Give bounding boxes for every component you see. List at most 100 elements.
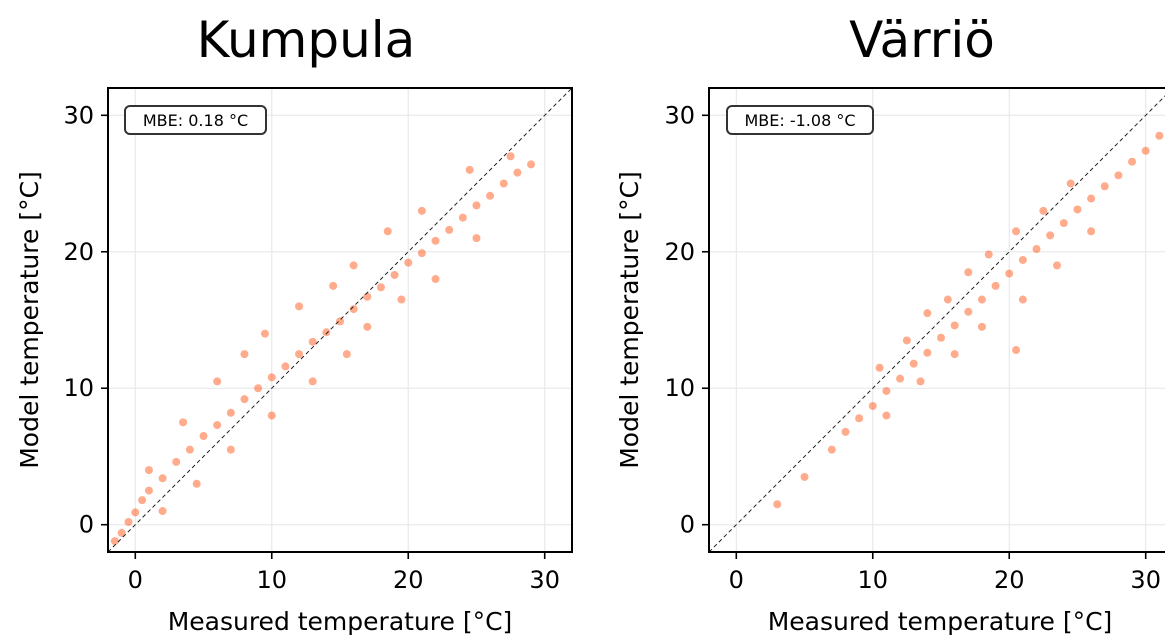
data-point xyxy=(1012,346,1021,355)
y-axis-label-kumpula: Model temperature [°C] xyxy=(15,171,44,469)
data-point xyxy=(909,359,918,368)
data-point xyxy=(991,281,1000,290)
data-point xyxy=(1039,206,1048,215)
data-point xyxy=(158,507,167,516)
data-point xyxy=(179,418,188,427)
data-point xyxy=(943,295,952,304)
data-point xyxy=(773,500,782,509)
data-point xyxy=(1087,194,1096,203)
data-point xyxy=(363,292,372,301)
y-axis-label-varrio: Model temperature [°C] xyxy=(615,171,644,469)
data-point xyxy=(1073,205,1082,214)
data-point xyxy=(267,373,276,382)
data-point xyxy=(1005,269,1014,278)
data-point xyxy=(281,362,290,371)
mbe-annotation-kumpula: MBE: 0.18 °C xyxy=(124,105,267,135)
y-tick-label-20: 20 xyxy=(63,238,94,266)
data-point xyxy=(336,317,344,326)
data-point xyxy=(445,225,454,234)
x-tick-label-0: 0 xyxy=(729,566,744,594)
data-point xyxy=(923,348,932,357)
x-axis-label-varrio: Measured temperature [°C] xyxy=(768,607,1113,636)
ticks-kumpula: 0 10 20 30 0 10 20 30 xyxy=(63,101,560,594)
y-tick-label-30: 30 xyxy=(63,101,94,129)
x-axis-label-kumpula: Measured temperature [°C] xyxy=(168,607,513,636)
data-point xyxy=(295,350,304,359)
identity-line-kumpula xyxy=(107,87,573,553)
y-tick-label-10: 10 xyxy=(63,374,94,402)
grid-kumpula xyxy=(108,88,572,552)
data-point xyxy=(841,427,850,436)
mbe-annotation-varrio: MBE: -1.08 °C xyxy=(726,105,874,135)
y-tick-label-20: 20 xyxy=(664,238,695,266)
data-point xyxy=(131,508,140,517)
data-point xyxy=(124,517,133,526)
data-point xyxy=(868,401,877,410)
x-tick-label-10: 10 xyxy=(256,566,287,594)
data-point xyxy=(226,445,235,454)
x-tick-label-30: 30 xyxy=(1130,566,1161,594)
y-tick-label-10: 10 xyxy=(664,374,695,402)
data-point xyxy=(138,496,147,505)
data-point xyxy=(855,414,864,423)
data-point xyxy=(376,283,385,292)
data-point xyxy=(1114,171,1123,180)
data-point xyxy=(1018,255,1027,264)
data-point xyxy=(916,377,925,386)
data-point xyxy=(977,295,986,304)
x-tick-label-10: 10 xyxy=(857,566,888,594)
data-point xyxy=(827,445,836,454)
data-point xyxy=(902,336,911,345)
data-point xyxy=(240,395,249,404)
data-point xyxy=(144,486,153,495)
data-point xyxy=(1018,295,1027,304)
data-point xyxy=(308,377,317,386)
data-point xyxy=(213,421,222,430)
data-point xyxy=(882,411,891,420)
data-point xyxy=(240,350,249,359)
data-point xyxy=(404,258,413,267)
data-point xyxy=(213,377,222,386)
data-point xyxy=(185,445,194,454)
points-varrio xyxy=(773,131,1164,509)
data-point xyxy=(144,466,153,475)
data-point xyxy=(1032,245,1041,254)
data-point xyxy=(342,350,351,359)
identity-line-varrio xyxy=(708,95,1165,553)
axes-frame-varrio xyxy=(708,87,1165,553)
data-point xyxy=(158,474,167,483)
axes-frame-kumpula xyxy=(107,87,573,553)
data-point xyxy=(117,528,126,537)
data-point xyxy=(1141,146,1150,155)
data-point xyxy=(1066,179,1075,188)
data-point xyxy=(1053,261,1061,270)
data-point xyxy=(964,268,973,277)
chart-title-varrio: Värriö xyxy=(849,11,995,69)
data-point xyxy=(472,234,481,243)
data-point xyxy=(431,236,440,245)
data-point xyxy=(363,322,372,331)
data-point xyxy=(192,479,201,488)
x-tick-label-30: 30 xyxy=(529,566,560,594)
data-point xyxy=(308,337,317,346)
points-kumpula xyxy=(110,152,536,546)
data-point xyxy=(260,329,269,338)
data-point xyxy=(937,333,945,342)
data-point xyxy=(226,408,235,417)
data-point xyxy=(506,152,515,161)
data-point xyxy=(1046,231,1055,240)
data-point xyxy=(322,328,331,337)
data-point xyxy=(1155,131,1164,140)
data-point xyxy=(397,295,406,304)
subplot-kumpula: 0 10 20 30 0 10 20 30 Kumpula MBE: 0.18 °C Meas… xyxy=(15,11,573,636)
y-tick-label-0: 0 xyxy=(680,511,695,539)
data-point xyxy=(417,206,426,215)
mbe-box-kumpula xyxy=(124,105,267,135)
mbe-text-varrio: MBE: -1.08 °C xyxy=(744,111,855,130)
data-point xyxy=(472,201,481,210)
data-point xyxy=(458,213,467,222)
data-point xyxy=(499,179,508,188)
data-point xyxy=(329,281,338,290)
data-point xyxy=(1059,219,1068,228)
